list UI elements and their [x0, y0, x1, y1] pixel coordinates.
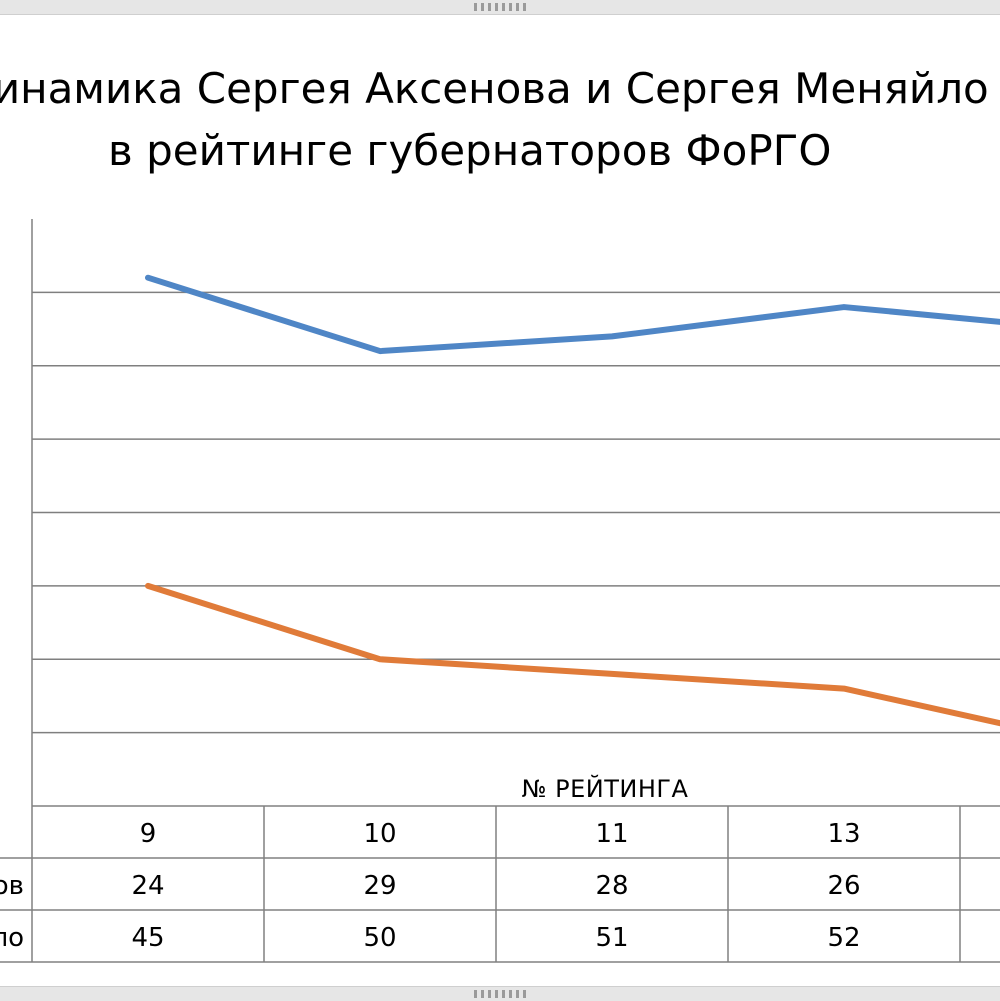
x-tick-label: 9	[140, 819, 157, 849]
resize-grip-top[interactable]	[474, 3, 526, 11]
x-tick-label: 10	[363, 819, 396, 849]
data-label: 51	[595, 923, 628, 953]
data-label: 26	[827, 871, 860, 901]
x-tick-label: 13	[827, 819, 860, 849]
x-tick-label: 11	[595, 819, 628, 849]
data-label: 45	[131, 923, 164, 953]
chart-title-line-1: Динамика Сергея Аксенова и Сергея Меняйл…	[0, 64, 989, 113]
window-top-bar	[0, 0, 1000, 15]
series-line-1	[145, 274, 1000, 355]
chart-title: Динамика Сергея Аксенова и Сергея Меняйл…	[0, 64, 1000, 214]
resize-grip-bottom[interactable]	[474, 990, 526, 998]
data-label: 24	[131, 871, 164, 901]
data-label: 28	[595, 871, 628, 901]
chart-title-line-2: в рейтинге губернаторов ФоРГО	[108, 126, 832, 175]
series-line-2	[145, 582, 1000, 727]
data-label: 29	[363, 871, 396, 901]
data-label: 52	[827, 923, 860, 953]
line-chart: № РЕЙТИНГА 9 10 11 13 Аксенов 24 29 28 26 Меняйло 4…	[0, 219, 1000, 963]
chart-area: Динамика Сергея Аксенова и Сергея Меняйл…	[0, 14, 1000, 986]
x-axis-title: № РЕЙТИНГА	[522, 774, 689, 803]
window-bottom-bar	[0, 986, 1000, 1001]
table-row-label: Меняйло	[0, 923, 24, 953]
table-row-label: Аксенов	[0, 871, 24, 901]
data-label: 50	[363, 923, 396, 953]
